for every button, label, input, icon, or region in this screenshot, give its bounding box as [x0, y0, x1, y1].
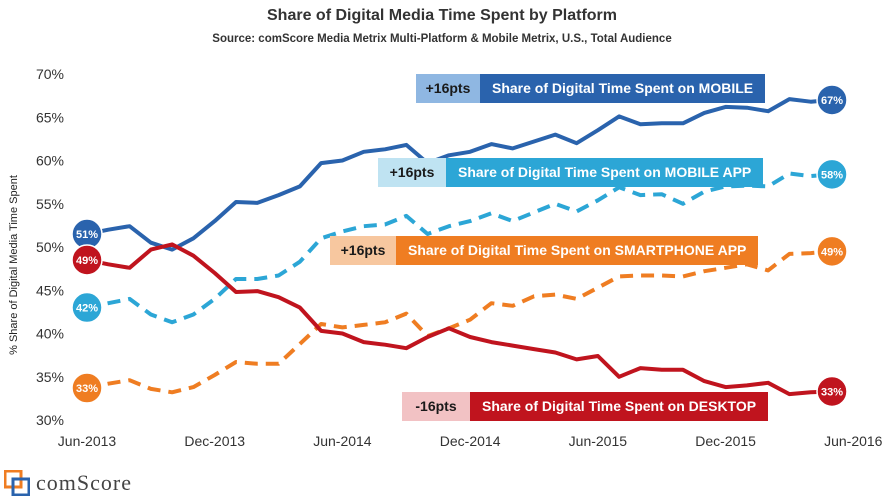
- series-3-start-marker: [71, 244, 103, 276]
- series-1-end-value: 58%: [821, 169, 843, 181]
- comscore-logo-icon: [4, 470, 30, 496]
- smartphone-app-label: +16pts Share of Digital Time Spent on SM…: [330, 236, 759, 265]
- smartphone-app-series-name: Share of Digital Time Spent on SMARTPHON…: [396, 236, 759, 265]
- y-axis-title: % Share of Digital Media Time Spent: [8, 175, 20, 355]
- series-line-1: [86, 171, 833, 325]
- series-3-start-value: 49%: [76, 255, 98, 267]
- series-0-end-marker: [816, 84, 848, 116]
- y-axis-ticks: 30% 35% 40% 45% 50% 55% 60% 65% 70%: [36, 66, 64, 428]
- y-tick-label: 70%: [36, 66, 64, 82]
- endpoint-markers: 51% 67% 42% 58% 33% 49% 49% 33%: [71, 84, 848, 408]
- mobile-app-delta: +16pts: [378, 158, 446, 187]
- series-2-start-value: 33%: [76, 383, 98, 395]
- x-tick-label: Dec-2013: [184, 433, 245, 449]
- series-0-end-value: 67%: [821, 95, 843, 107]
- y-tick-label: 45%: [36, 282, 64, 298]
- series-lines: [85, 97, 834, 397]
- series-3-end-value: 33%: [821, 386, 843, 398]
- desktop-delta: -16pts: [402, 392, 470, 421]
- desktop-series-name: Share of Digital Time Spent on DESKTOP: [470, 392, 769, 421]
- x-tick-label: Dec-2014: [440, 433, 501, 449]
- comscore-logo: comScore: [4, 470, 132, 496]
- chart-subtitle: Source: comScore Media Metrix Multi-Plat…: [212, 33, 672, 45]
- series-3-end-marker: [816, 375, 848, 408]
- comscore-logo-text: comScore: [36, 470, 132, 495]
- series-2-end-value: 49%: [821, 246, 843, 258]
- mobile-label: +16pts Share of Digital Time Spent on MO…: [416, 74, 766, 103]
- y-tick-label: 55%: [36, 196, 64, 212]
- series-2-start-marker: [71, 372, 103, 404]
- y-tick-label: 35%: [36, 369, 64, 385]
- y-tick-label: 40%: [36, 326, 64, 342]
- series-1-start-marker: [71, 291, 103, 324]
- series-line-3: [85, 242, 834, 397]
- x-tick-label: Dec-2015: [695, 433, 756, 449]
- smartphone-app-delta: +16pts: [330, 236, 396, 265]
- desktop-label: -16pts Share of Digital Time Spent on DE…: [402, 392, 769, 421]
- mobile-app-label: +16pts Share of Digital Time Spent on MO…: [378, 158, 764, 187]
- x-tick-label: Jun-2015: [569, 433, 628, 449]
- mobile-series-name: Share of Digital Time Spent on MOBILE: [480, 74, 766, 103]
- y-tick-label: 60%: [36, 153, 64, 169]
- x-tick-label: Jun-2013: [58, 433, 117, 449]
- x-axis-ticks: Jun-2013 Dec-2013 Jun-2014 Dec-2014 Jun-2015…: [58, 433, 883, 449]
- mobile-delta: +16pts: [416, 74, 480, 103]
- y-tick-label: 65%: [36, 109, 64, 125]
- series-1-end-marker: [816, 158, 848, 191]
- x-tick-label: Jun-2016: [824, 433, 883, 449]
- series-2-end-marker: [816, 235, 848, 268]
- series-0-start-value: 51%: [76, 229, 98, 241]
- y-tick-label: 30%: [36, 412, 64, 428]
- series-line-0: [85, 97, 834, 252]
- y-tick-label: 50%: [36, 239, 64, 255]
- series-line-2: [86, 249, 833, 395]
- mobile-app-series-name: Share of Digital Time Spent on MOBILE AP…: [446, 158, 764, 187]
- chart-title: Share of Digital Media Time Spent by Pla…: [267, 7, 617, 24]
- series-1-start-value: 42%: [76, 303, 98, 315]
- x-tick-label: Jun-2014: [313, 433, 372, 449]
